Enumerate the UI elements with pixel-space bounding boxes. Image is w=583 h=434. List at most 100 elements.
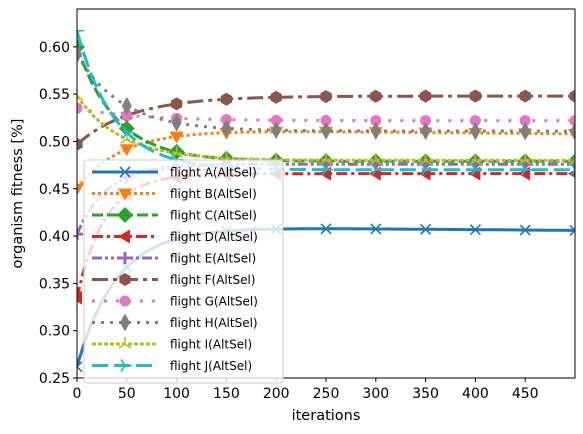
- series-point: [77, 89, 84, 101]
- series-point: [321, 121, 331, 140]
- series-point: [119, 144, 134, 157]
- series-line: [77, 94, 575, 146]
- series-7: [77, 102, 575, 127]
- series-point: [469, 89, 481, 103]
- x-tick-label: 200: [263, 386, 290, 402]
- series-point: [570, 163, 575, 177]
- legend-label: flight H(AltSel): [170, 316, 258, 330]
- x-tick-label: 450: [512, 386, 539, 402]
- legend-label: flight C(AltSel): [170, 209, 257, 223]
- series-point: [121, 109, 133, 121]
- legend-label: flight F(AltSel): [170, 273, 255, 287]
- series-point: [468, 153, 482, 166]
- series-point: [77, 45, 82, 64]
- x-tick-label: 150: [213, 386, 240, 402]
- series-point: [77, 228, 83, 241]
- legend-item: flight J(AltSel): [92, 359, 252, 373]
- x-tick-label: 400: [462, 386, 489, 402]
- y-tick-label: 0.25: [39, 371, 70, 387]
- legend-label: flight A(AltSel): [170, 166, 257, 180]
- legend-marker: [118, 229, 130, 244]
- series-point: [121, 96, 132, 115]
- legend-marker: [119, 166, 131, 178]
- series-point: [420, 115, 432, 127]
- legend-label: flight D(AltSel): [170, 230, 258, 244]
- series-point: [469, 115, 481, 127]
- legend-item: flight B(AltSel): [92, 187, 257, 201]
- series-point: [420, 223, 432, 235]
- series-point: [569, 89, 575, 103]
- series-point: [469, 224, 481, 236]
- legend-item: flight G(AltSel): [92, 295, 258, 309]
- series-point: [77, 137, 83, 151]
- series-point: [470, 163, 483, 177]
- legend-marker: [118, 188, 132, 201]
- series-point: [371, 163, 383, 177]
- y-tick-label: 0.40: [39, 229, 70, 245]
- series-point: [319, 153, 333, 165]
- series-point: [77, 29, 84, 33]
- series-point: [520, 122, 531, 141]
- y-tick-label: 0.30: [39, 324, 70, 340]
- series-point: [518, 153, 532, 166]
- y-tick-label: 0.60: [39, 40, 70, 56]
- x-tick-label: 100: [163, 386, 190, 402]
- x-axis-label: iterations: [292, 408, 361, 424]
- legend-marker: [119, 252, 131, 264]
- legend-label: flight G(AltSel): [170, 295, 258, 309]
- series-point: [519, 115, 531, 127]
- series-point: [171, 113, 182, 132]
- y-tick-label: 0.35: [39, 276, 70, 292]
- series-point: [569, 115, 575, 127]
- legend-box: [83, 159, 284, 384]
- series-point: [320, 90, 332, 104]
- series-point: [519, 89, 531, 103]
- series-point: [470, 122, 481, 141]
- legend-item: flight C(AltSel): [92, 207, 257, 223]
- series-line: [77, 95, 575, 162]
- legend-marker: [119, 273, 131, 286]
- legend-item: flight I(AltSel): [92, 337, 252, 352]
- series-point: [171, 97, 183, 111]
- legend-item: flight D(AltSel): [92, 229, 258, 244]
- legend-label: flight B(AltSel): [170, 187, 257, 201]
- series-point: [420, 89, 432, 103]
- series-point: [221, 119, 232, 138]
- series-point: [370, 223, 382, 235]
- x-tick-label: 350: [412, 386, 439, 402]
- series-point: [370, 121, 381, 140]
- series-point: [77, 102, 83, 114]
- series-3: [77, 38, 575, 170]
- series-point: [519, 224, 531, 236]
- legend-label: flight I(AltSel): [170, 338, 252, 352]
- legend-item: flight F(AltSel): [92, 273, 255, 287]
- series-point: [370, 115, 382, 127]
- series-point: [77, 361, 83, 373]
- series-point: [420, 163, 433, 177]
- series-8: [77, 45, 575, 141]
- series-point: [419, 153, 433, 166]
- series-point: [77, 290, 82, 305]
- legend-item: flight H(AltSel): [92, 313, 258, 332]
- legend-item: flight E(AltSel): [92, 252, 256, 266]
- series-line: [77, 46, 575, 163]
- series-point: [320, 223, 332, 235]
- legend: flight A(AltSel) flight B(AltSel) flight C…: [83, 159, 284, 384]
- y-tick-label: 0.55: [39, 87, 70, 103]
- y-tick-label: 0.45: [39, 182, 70, 198]
- series-point: [321, 163, 333, 177]
- series-point: [271, 121, 282, 140]
- series-point: [220, 92, 232, 106]
- series-point: [169, 131, 184, 144]
- legend-marker: [119, 295, 131, 307]
- series-line: [77, 172, 575, 298]
- y-axis-label: organism fitness [%]: [10, 119, 26, 269]
- x-tick-label: 300: [362, 386, 389, 402]
- series-point: [369, 153, 383, 165]
- series-point: [570, 122, 575, 141]
- legend-marker: [118, 337, 132, 349]
- legend-marker: [117, 207, 133, 223]
- axes: 0 50 100 150 200 250 300 350 400 450 0.25 0.30 0.35 0…: [39, 40, 539, 402]
- y-tick-label: 0.50: [39, 134, 70, 150]
